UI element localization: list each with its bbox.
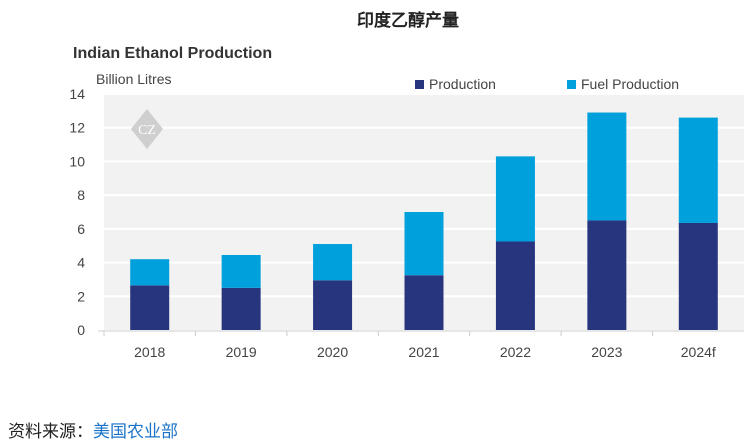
y-tick-label: 4 (77, 255, 85, 271)
legend-fuel-production: Fuel Production (567, 76, 679, 92)
x-tick-label: 2024f (681, 344, 716, 360)
y-axis-label: Billion Litres (96, 71, 172, 87)
source-label: 资料来源： (8, 422, 93, 441)
x-tick-label: 2023 (591, 344, 622, 360)
y-tick-label: 12 (69, 120, 85, 136)
legend-swatch (415, 79, 424, 89)
bar-production-2024f (678, 222, 718, 330)
y-tick-label: 10 (69, 153, 85, 169)
y-tick-label: 8 (77, 187, 85, 203)
chart-title: Indian Ethanol Production (73, 45, 273, 62)
bar-production-2022 (495, 241, 535, 330)
bar-production-2019 (221, 287, 261, 330)
bar-production-2021 (404, 275, 444, 330)
bar-fuel-production-2020 (313, 244, 353, 281)
legend-label: Production (429, 76, 496, 92)
page-title: 印度乙醇产量 (357, 11, 459, 30)
bar-fuel-production-2019 (221, 254, 261, 288)
y-tick-label: 2 (77, 288, 85, 304)
watermark-logo: CZ (131, 109, 163, 149)
x-tick-label: 2022 (500, 344, 531, 360)
svg-text:CZ: CZ (138, 123, 156, 138)
bar-production-2018 (130, 285, 170, 330)
x-tick-label: 2021 (408, 344, 439, 360)
bar-fuel-production-2023 (587, 112, 627, 221)
legend-production: Production (415, 76, 496, 92)
x-tick-label: 2018 (134, 344, 165, 360)
bar-production-2023 (587, 220, 627, 330)
bar-fuel-production-2022 (495, 156, 535, 242)
y-tick-label: 14 (69, 86, 85, 102)
y-tick-label: 0 (77, 322, 85, 338)
source-link[interactable]: 美国农业部 (93, 422, 178, 441)
legend-swatch (567, 79, 576, 89)
bar-fuel-production-2024f (678, 117, 718, 223)
x-tick-label: 2019 (226, 344, 257, 360)
bar-fuel-production-2018 (130, 259, 170, 286)
legend-label: Fuel Production (581, 76, 680, 92)
source-note: 资料来源：美国农业部 (8, 417, 178, 442)
bar-fuel-production-2021 (404, 212, 444, 276)
y-tick-label: 6 (77, 221, 85, 237)
bar-production-2020 (313, 280, 353, 330)
x-tick-label: 2020 (317, 344, 348, 360)
